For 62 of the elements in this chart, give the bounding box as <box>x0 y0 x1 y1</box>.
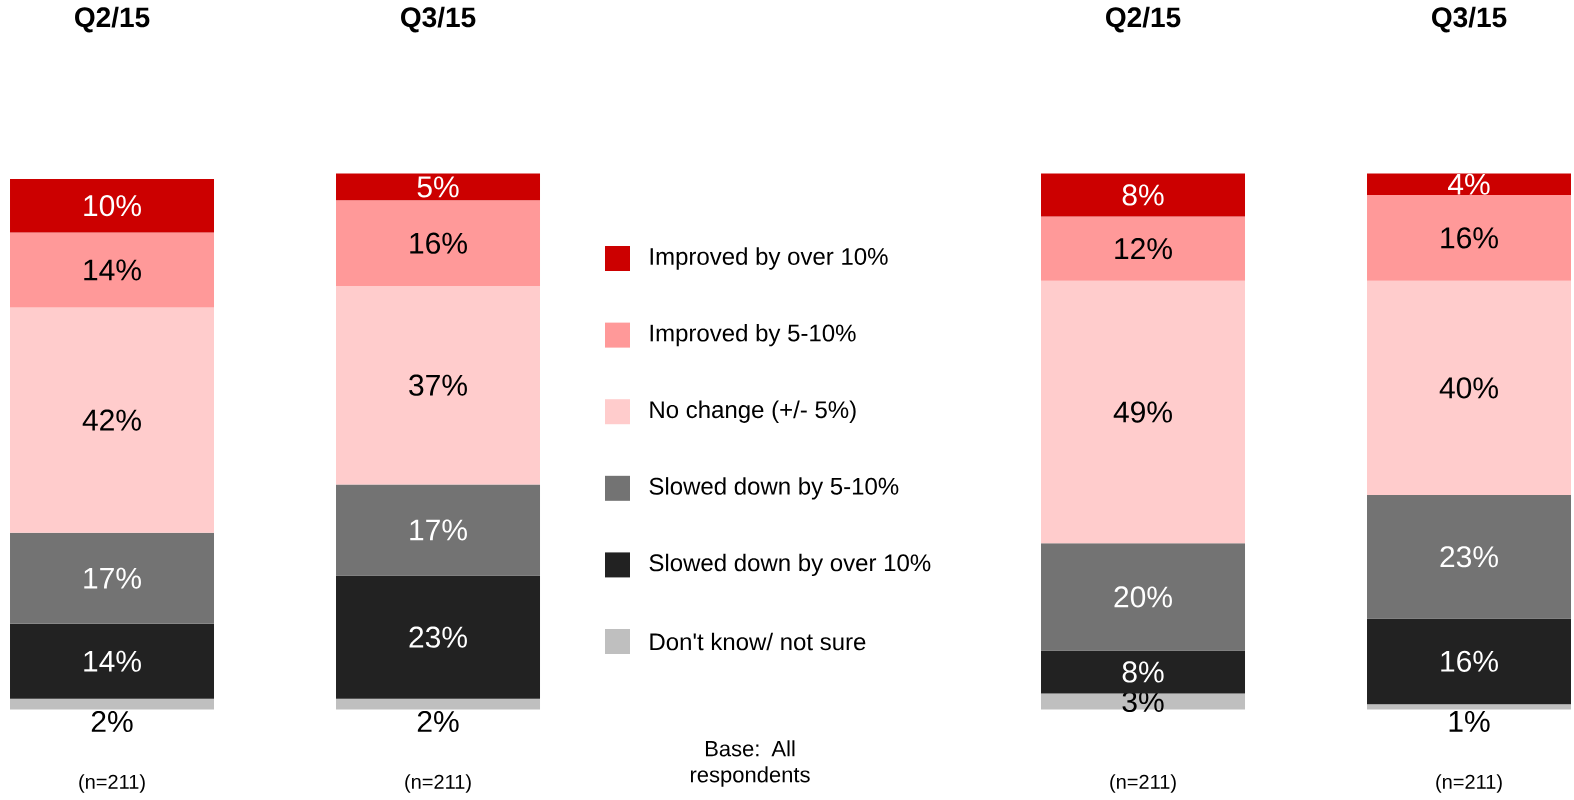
text: (n=211) <box>1436 774 1502 794</box>
bar <box>1041 173 1246 217</box>
data-label: 5% <box>417 176 459 198</box>
data-label: 14% <box>84 651 141 673</box>
data-label: 14% <box>84 259 141 281</box>
bar <box>1367 280 1572 496</box>
bar <box>1041 216 1246 281</box>
bar <box>1367 704 1572 710</box>
bar <box>1041 650 1246 694</box>
data-label: 23% <box>409 626 467 648</box>
data-label: 2% <box>417 711 459 733</box>
x-tick-label: Q3/15 <box>401 6 476 33</box>
bar <box>1367 618 1572 705</box>
text: (n=211) <box>405 774 471 794</box>
data-label: 20% <box>1114 586 1172 608</box>
legend-label: Improved by 5-10% <box>650 324 856 347</box>
data-label: 37% <box>409 374 467 397</box>
bar <box>1367 173 1572 196</box>
bar <box>1367 195 1572 281</box>
data-label: 17% <box>84 567 141 589</box>
data-label: 12% <box>1115 238 1172 260</box>
x-tick-label: Q2/15 <box>75 6 150 33</box>
bar <box>336 699 541 710</box>
data-label: 16% <box>410 232 467 255</box>
legend-label: No change (+/- 5%) <box>650 400 856 424</box>
data-label: 10% <box>84 195 141 217</box>
data-label: 1% <box>1449 711 1490 733</box>
x-tick-label: Q2/15 <box>1106 6 1181 33</box>
bar <box>336 286 541 485</box>
bar <box>336 484 541 576</box>
bar <box>10 179 215 233</box>
data-label: 17% <box>410 519 467 541</box>
bar <box>10 699 215 710</box>
data-label: 8% <box>1122 184 1164 206</box>
data-label: 2% <box>91 711 133 733</box>
data-label: 8% <box>1122 661 1164 683</box>
bar <box>10 232 215 308</box>
bar <box>1041 543 1246 651</box>
data-label: 4% <box>1448 174 1490 195</box>
bar <box>336 200 541 287</box>
data-label: 16% <box>1441 650 1498 673</box>
legend-label: Slowed down by over 10% <box>649 553 931 577</box>
bar <box>1041 693 1246 710</box>
legend-label: Don't know/ not sure <box>650 632 866 651</box>
bar <box>336 173 541 201</box>
data-label: 23% <box>1440 546 1498 568</box>
text: (n=211) <box>1110 774 1176 794</box>
bar <box>1041 280 1246 544</box>
bar <box>1367 495 1572 619</box>
bar <box>10 623 215 700</box>
bar <box>336 575 541 700</box>
data-label: 40% <box>1439 377 1498 399</box>
data-label: 49% <box>1113 401 1172 423</box>
bar <box>10 307 215 533</box>
text: Base: All respondents <box>690 740 810 787</box>
bar <box>10 532 215 624</box>
data-label: 16% <box>1441 227 1498 249</box>
x-tick-label: Q3/15 <box>1432 6 1507 33</box>
text: (n=211) <box>79 774 145 794</box>
data-label: 42% <box>82 409 141 431</box>
legend-label: Slowed down by 5-10% <box>649 477 899 500</box>
legend-label: Improved by over 10% <box>650 247 888 270</box>
